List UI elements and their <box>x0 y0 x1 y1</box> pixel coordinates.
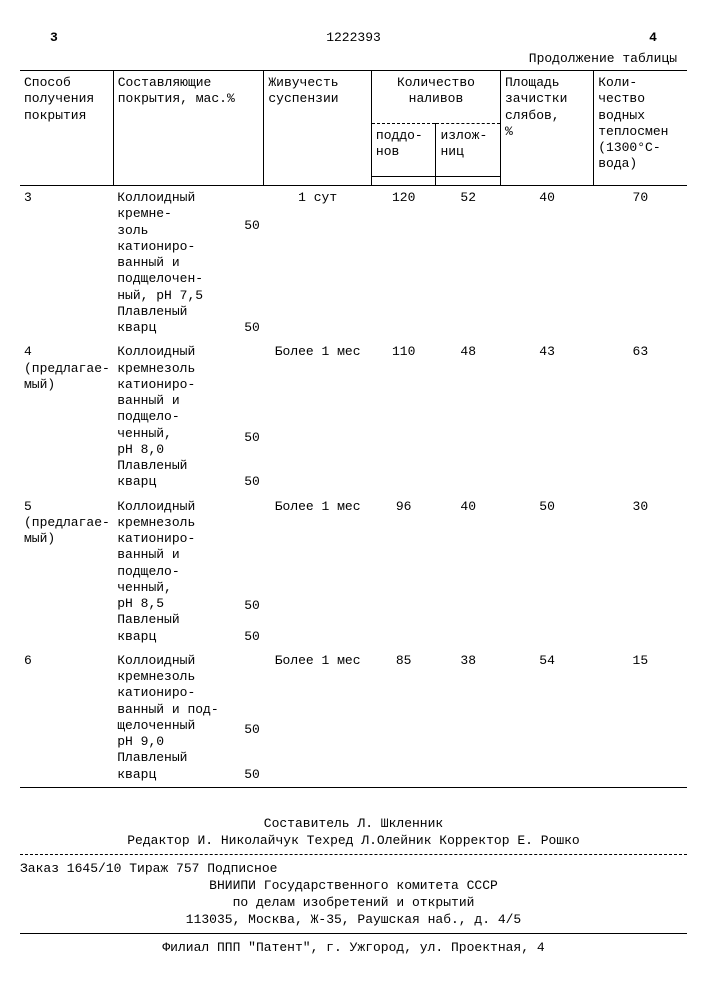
composition-cell: Коллоидный кремне- золь катиониро- ванны… <box>113 186 264 341</box>
method-note: (предлагае-мый) <box>24 515 109 548</box>
area-cell: 43 <box>500 340 593 494</box>
pours-pod-cell: 120 <box>371 186 436 341</box>
viability-cell: Более 1 мес <box>264 495 372 649</box>
col-cycles: Коли-чество водных теплосмен (1300°С-вод… <box>594 71 687 177</box>
method-note: (предлагае-мый) <box>24 361 109 394</box>
col-pours-izl: излож-ниц <box>436 124 501 177</box>
table-row: 3 Коллоидный кремне- золь катиониро- ван… <box>20 186 687 341</box>
table-continuation-label: Продолжение таблицы <box>20 51 677 66</box>
table-row: 6 Коллоидный кремнезоль катиониро- ванны… <box>20 649 687 788</box>
pours-pod-cell: 96 <box>371 495 436 649</box>
col-area: Площадь зачистки слябов, % <box>500 71 593 177</box>
method-number: 6 <box>24 653 109 669</box>
pours-izl-cell: 40 <box>436 495 501 649</box>
data-table: Способ получения покрытия Составляющие п… <box>20 70 687 788</box>
pours-izl-cell: 48 <box>436 340 501 494</box>
pours-izl-cell: 52 <box>436 186 501 341</box>
table-row: 4 (предлагае-мый) Коллоидный кремнезоль … <box>20 340 687 494</box>
viability-cell: Более 1 мес <box>264 340 372 494</box>
viability-cell: 1 сут <box>264 186 372 341</box>
pours-izl-cell: 38 <box>436 649 501 788</box>
pours-pod-cell: 85 <box>371 649 436 788</box>
method-number: 5 <box>24 499 109 515</box>
area-cell: 54 <box>500 649 593 788</box>
editors-line: Редактор И. Николайчук Техред Л.Олейник … <box>20 833 687 848</box>
composition-cell: Коллоидный кремнезоль катиониро- ванный … <box>113 340 264 494</box>
document-number: 1222393 <box>326 30 381 45</box>
col-method: Способ получения покрытия <box>20 71 113 177</box>
address-line-2: Филиал ППП "Патент", г. Ужгород, ул. Про… <box>20 940 687 955</box>
org-line-1: ВНИИПИ Государственного комитета СССР <box>20 878 687 893</box>
col-pours: Количество наливов <box>371 71 500 124</box>
cycles-cell: 15 <box>594 649 687 788</box>
page-number-left: 3 <box>50 30 58 45</box>
cycles-cell: 63 <box>594 340 687 494</box>
org-line-2: по делам изобретений и открытий <box>20 895 687 910</box>
footer-block: Составитель Л. Шкленник Редактор И. Нико… <box>20 816 687 955</box>
area-cell: 50 <box>500 495 593 649</box>
compiler-line: Составитель Л. Шкленник <box>20 816 687 831</box>
order-line: Заказ 1645/10 Тираж 757 Подписное <box>20 861 687 876</box>
page-number-right: 4 <box>649 30 657 45</box>
pours-pod-cell: 110 <box>371 340 436 494</box>
cycles-cell: 70 <box>594 186 687 341</box>
col-pours-pod: поддо-нов <box>371 124 436 177</box>
method-number: 4 <box>24 344 109 360</box>
cycles-cell: 30 <box>594 495 687 649</box>
address-line-1: 113035, Москва, Ж-35, Раушская наб., д. … <box>20 912 687 927</box>
method-number: 3 <box>24 190 109 206</box>
area-cell: 40 <box>500 186 593 341</box>
composition-cell: Коллоидный кремнезоль катиониро- ванный … <box>113 495 264 649</box>
col-composition: Составляющие покрытия, мас.% <box>113 71 264 177</box>
table-row: 5 (предлагае-мый) Коллоидный кремнезоль … <box>20 495 687 649</box>
col-viability: Живучесть суспензии <box>264 71 372 177</box>
composition-cell: Коллоидный кремнезоль катиониро- ванный … <box>113 649 264 788</box>
viability-cell: Более 1 мес <box>264 649 372 788</box>
